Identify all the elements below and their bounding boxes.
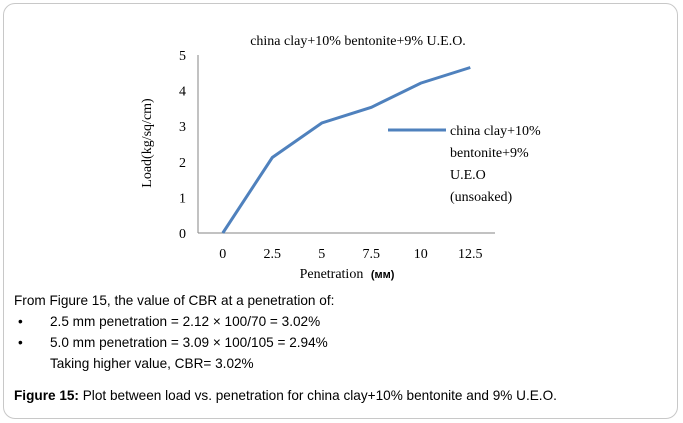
y-tick-label: 1 <box>179 191 186 206</box>
x-tick-label: 0 <box>219 247 226 262</box>
caption-label: Figure 15: <box>14 388 79 403</box>
bullet-text-1: 2.5 mm penetration = 2.12 × 100/70 = 3.0… <box>50 314 321 329</box>
x-tick-label: 5 <box>318 247 325 262</box>
x-tick-label: 10 <box>414 247 428 262</box>
figure-frame <box>3 3 678 419</box>
y-tick-label: 4 <box>179 85 186 100</box>
y-tick-label: 3 <box>179 120 186 135</box>
figure-caption: Figure 15: Plot between load vs. penetra… <box>14 388 557 403</box>
legend-text-line: U.E.O <box>450 168 486 183</box>
x-tick-label: 7.5 <box>363 247 381 262</box>
x-tick-label: 2.5 <box>264 247 282 262</box>
series-line <box>221 66 471 234</box>
bullet-dot: • <box>18 314 23 329</box>
y-axis-label: Load(kg/sq/cm) <box>140 98 155 188</box>
x-ticks: 0 2.5 5 7.5 10 12.5 <box>219 247 482 262</box>
x-tick-label: 12.5 <box>458 247 483 262</box>
legend-label: china clay+10% bentonite+9% U.E.O (unsoaked… <box>450 124 541 205</box>
chart-title: china clay+10% bentonite+9% U.E.O. <box>250 34 466 49</box>
conclusion-text: Taking higher value, CBR= 3.02% <box>50 356 254 371</box>
y-tick-label: 0 <box>179 227 186 242</box>
legend-text-line: bentonite+9% <box>450 146 529 161</box>
legend-text-line: (unsoaked) <box>450 190 513 205</box>
x-axis-label-unit: (мм) <box>371 269 395 281</box>
y-tick-label: 5 <box>179 49 186 64</box>
caption-text: Plot between load vs. penetration for ch… <box>78 388 557 403</box>
x-axis-label-text: Penetration <box>300 267 364 282</box>
x-axis-label: Penetration (мм) <box>300 267 395 282</box>
y-tick-label: 2 <box>179 156 186 171</box>
y-ticks: 0 1 2 3 4 5 <box>179 49 186 242</box>
line-chart: china clay+10% bentonite+9% U.E.O. Load(… <box>140 34 541 282</box>
legend-text-line: china clay+10% <box>450 124 541 139</box>
bullet-dot: • <box>18 335 23 350</box>
bullet-text-2: 5.0 mm penetration = 3.09 × 100/105 = 2.… <box>50 335 328 350</box>
body-text: From Figure 15, the value of CBR at a pe… <box>14 293 674 418</box>
intro-text: From Figure 15, the value of CBR at a pe… <box>14 293 335 308</box>
